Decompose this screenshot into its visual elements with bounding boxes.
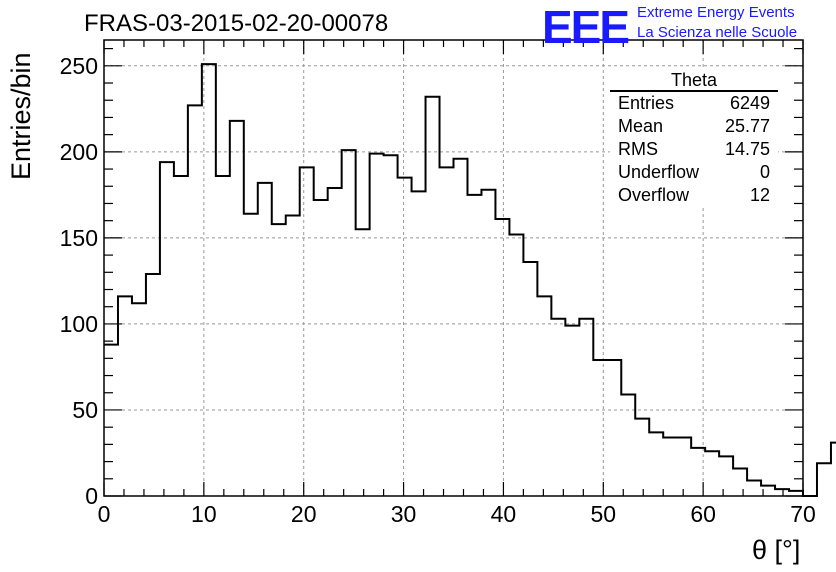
- x-tick-label: 50: [590, 501, 616, 527]
- x-tick-label: 40: [491, 501, 517, 527]
- stats-row: Mean 25.77: [610, 115, 778, 138]
- stats-value: 6249: [729, 93, 770, 113]
- y-tick-label: 50: [72, 397, 98, 423]
- x-tick-label: 70: [790, 501, 816, 527]
- stats-value: 12: [749, 185, 770, 205]
- stats-box: Theta Entries 6249 Mean 25.77 RMS 14.75 …: [610, 70, 778, 207]
- stats-row: RMS 14.75: [610, 138, 778, 161]
- stats-row: Underflow 0: [610, 161, 778, 184]
- y-axis-label: Entries/bin: [6, 52, 36, 180]
- y-tick-label: 250: [60, 53, 98, 79]
- x-tick-label: 20: [291, 501, 317, 527]
- x-tick-label: 30: [391, 501, 417, 527]
- y-tick-label: 100: [60, 311, 98, 337]
- x-tick-label: 0: [98, 501, 111, 527]
- stats-label: Overflow: [618, 185, 690, 205]
- x-axis-label: θ [°]: [752, 535, 801, 565]
- run-title: FRAS-03-2015-02-20-00078: [84, 10, 389, 37]
- tick-labels: 0 10 20 30 40 50 60 70 0 50 100 150 200 250: [60, 53, 816, 527]
- stats-value: 25.77: [724, 116, 770, 136]
- histogram-line: [104, 63, 836, 497]
- stats-label: Entries: [618, 93, 675, 113]
- stats-title: Theta: [610, 70, 778, 92]
- stats-value: 14.75: [724, 139, 770, 159]
- stats-label: Mean: [618, 116, 664, 136]
- stats-row: Entries 6249: [610, 92, 778, 115]
- stats-row: Overflow 12: [610, 184, 778, 207]
- logo-subtitle-1: Extreme Energy Events: [637, 4, 795, 21]
- grid-layer: [104, 40, 803, 496]
- y-tick-label: 200: [60, 139, 98, 165]
- axis-ticks: [103, 40, 804, 497]
- stats-value: 0: [759, 162, 770, 182]
- stats-label: Underflow: [618, 162, 700, 182]
- plot-frame: [103, 39, 804, 497]
- x-tick-label: 10: [191, 501, 217, 527]
- logo-subtitle-2: La Scienza nelle Scuole: [637, 24, 798, 41]
- x-tick-label: 60: [690, 501, 716, 527]
- eee-logo: EEE: [542, 1, 630, 53]
- stats-label: RMS: [618, 139, 658, 159]
- y-tick-label: 150: [60, 225, 98, 251]
- y-tick-label: 0: [85, 483, 98, 509]
